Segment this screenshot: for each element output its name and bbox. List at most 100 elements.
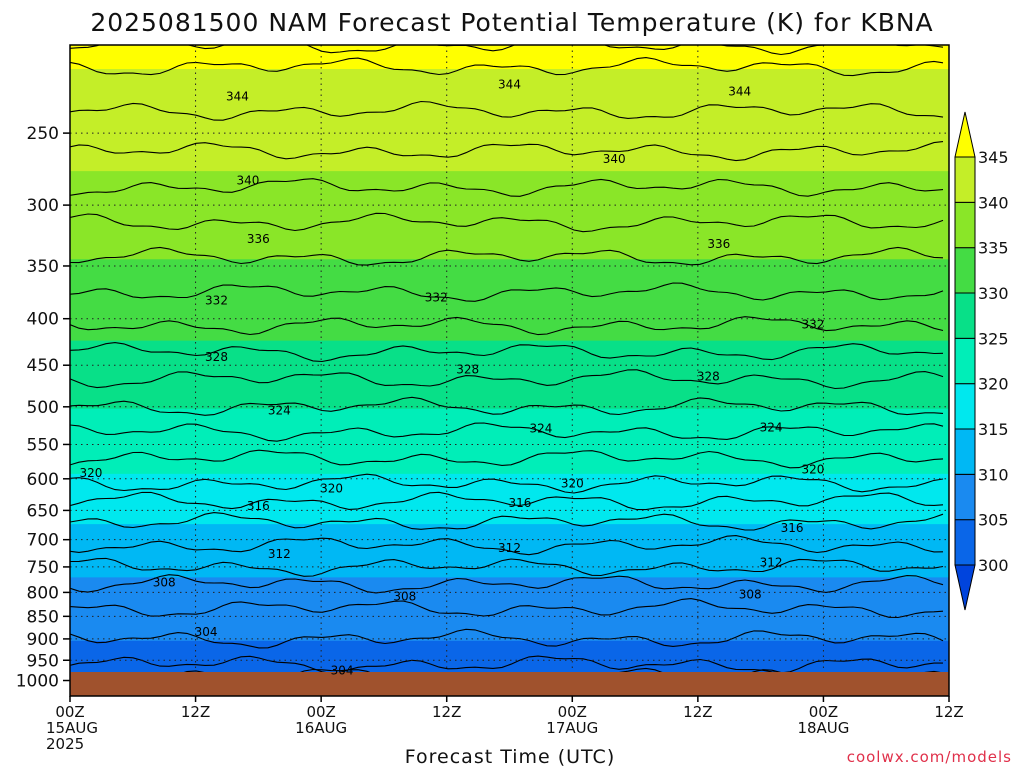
colorbar-segment (954, 292, 976, 339)
y-axis-ticks: 250 300 350 400 450 500 550 600 650 700 750 800 850 9… (16, 124, 70, 692)
theta-contour (70, 449, 944, 469)
contour-label: 308 (393, 589, 416, 603)
contour-label: 328 (205, 350, 228, 364)
contour-label: 316 (781, 521, 804, 535)
colorbar-tick-label: 330 (978, 284, 1009, 303)
theta-contour (70, 396, 944, 416)
contour-label: 324 (268, 404, 291, 418)
theta-contour (70, 574, 944, 594)
x-tick-label: 12Z (683, 703, 712, 721)
contour-label: 304 (195, 625, 218, 639)
colorbar-tick-label: 305 (978, 511, 1009, 530)
contour-label: 308 (153, 575, 176, 589)
x-tick-label: 12Z (934, 703, 963, 721)
x-tick-label: 2025 (46, 735, 84, 753)
contour-labels: 344 344 344 340 340 336 336 332 332 332 328 328 328 3… (79, 77, 824, 677)
colorbar-tick-label: 315 (978, 420, 1009, 439)
colorbar-segment (954, 473, 976, 521)
credit-text: coolwx.com/models (847, 748, 1012, 766)
theta-contour (70, 212, 944, 233)
contour-label: 328 (697, 369, 720, 383)
y-tick-label: 350 (27, 257, 59, 277)
y-tick-label: 600 (27, 470, 59, 490)
colorbar-tick-label: 320 (978, 375, 1009, 394)
theta-contour (70, 141, 944, 162)
theta-contour (70, 557, 944, 577)
ground-surface (70, 672, 949, 696)
y-tick-label: 500 (27, 398, 59, 418)
contour-label: 312 (760, 556, 783, 570)
contour-label: 320 (802, 462, 825, 476)
colorbar: 300 305 310 315 320 325 330 335 340 345 (954, 111, 1009, 611)
color-band-edge (70, 330, 949, 409)
colorbar-segment (954, 247, 976, 294)
colorbar-tick-label: 340 (978, 193, 1009, 212)
theta-contour (70, 491, 944, 511)
theta-contour (70, 316, 944, 336)
contour-label: 344 (728, 85, 751, 99)
contour-label: 320 (561, 476, 584, 490)
contour-label: 324 (529, 421, 552, 435)
contour-label: 312 (268, 547, 291, 561)
colorbar-tick-label: 345 (978, 148, 1009, 167)
y-tick-label: 250 (27, 124, 59, 144)
theta-contour (70, 628, 944, 649)
theta-color-bands (70, 45, 949, 696)
contour-label: 340 (236, 174, 259, 188)
theta-contour (70, 473, 944, 494)
colorbar-segment (954, 383, 976, 430)
theta-contour (70, 512, 944, 531)
color-band-edge (70, 159, 949, 260)
contour-label: 332 (425, 290, 448, 304)
color-band-edge (70, 247, 949, 341)
contour-label: 320 (320, 482, 343, 496)
colorbar-segment (954, 201, 976, 249)
y-tick-label: 1000 (16, 672, 59, 692)
colorbar-segment (954, 337, 976, 385)
theta-contour (70, 282, 944, 302)
x-tick-label: 17AUG (546, 719, 598, 737)
contour-label: 332 (205, 294, 228, 308)
theta-contour (70, 655, 943, 674)
y-tick-label: 400 (27, 310, 59, 330)
colorbar-min-arrow (954, 564, 976, 611)
theta-contour (70, 535, 944, 556)
theta-contour (70, 422, 944, 442)
x-tick-label: 00Z (55, 703, 84, 721)
x-tick-label: 15AUG (46, 719, 98, 737)
x-tick-label: 00Z (306, 703, 335, 721)
contour-label: 344 (498, 77, 521, 91)
color-band-edge (70, 462, 949, 525)
theta-contour (70, 45, 944, 56)
theta-contour (70, 178, 944, 197)
contour-label: 316 (247, 499, 270, 513)
y-tick-label: 450 (27, 356, 59, 376)
colorbar-tick-label: 300 (978, 556, 1009, 575)
x-tick-label: 18AUG (797, 719, 849, 737)
colorbar-segment (954, 519, 976, 566)
y-tick-label: 650 (27, 501, 59, 521)
x-tick-label: 00Z (809, 703, 838, 721)
y-tick-label: 800 (27, 583, 59, 603)
contour-label: 320 (79, 466, 102, 480)
chart-title: 2025081500 NAM Forecast Potential Temper… (90, 8, 933, 37)
y-tick-label: 750 (27, 558, 59, 578)
contour-label: 328 (456, 363, 479, 377)
theta-contour (70, 369, 944, 390)
theta-contour (70, 342, 944, 363)
theta-contour (70, 100, 944, 121)
theta-contour (70, 246, 944, 266)
contour-label: 336 (247, 232, 270, 246)
color-band-edge (70, 566, 949, 641)
color-band-edge (70, 512, 949, 578)
contour-label: 308 (739, 587, 762, 601)
x-tick-label: 12Z (432, 703, 461, 721)
contour-label: 324 (760, 421, 783, 435)
grid-lines (70, 45, 949, 696)
colorbar-segment (954, 428, 976, 475)
contour-label: 332 (802, 318, 825, 332)
y-tick-label: 950 (27, 651, 59, 671)
contour-label: 316 (509, 496, 532, 510)
